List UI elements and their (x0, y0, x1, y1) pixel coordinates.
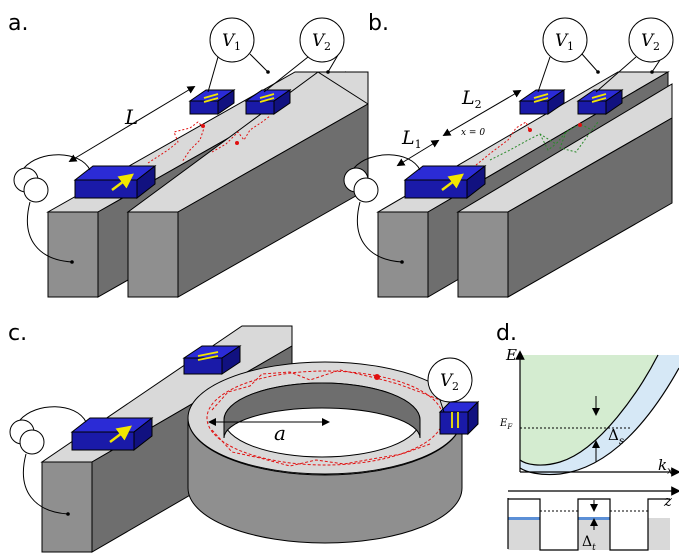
panel-a-detector-contact-2 (244, 89, 292, 115)
panel-c-ring-contact (438, 400, 480, 436)
svg-text:1: 1 (567, 40, 574, 53)
length-arrow (68, 85, 196, 163)
magnetization-arrow-icon (109, 425, 132, 443)
svg-text:2: 2 (653, 40, 660, 53)
panel-c-bar-contact (182, 345, 242, 375)
svg-text:V: V (440, 371, 454, 391)
panel-b: b. (343, 11, 674, 298)
panel-b-source-contact (403, 164, 487, 200)
length-1-arrow (396, 139, 440, 167)
panel-b-voltmeter-2-icon: V 2 (595, 17, 674, 93)
panel-d: d. E kx EF Δs z (496, 321, 679, 553)
panel-c-voltmeter-2-icon: V 2 (427, 357, 473, 413)
band-curve-1 (519, 354, 659, 466)
svg-text:1: 1 (234, 40, 241, 53)
panel-a-label: a. (8, 11, 28, 36)
svg-text:V: V (222, 31, 236, 51)
panel-c: c. a (8, 321, 480, 553)
panel-b-label: b. (368, 11, 389, 36)
length-2-arrow (442, 89, 522, 137)
voltmeter-1-icon: V 1 (207, 17, 270, 93)
panel-c-current-source-icon (9, 406, 87, 516)
panel-a-source-contact (73, 164, 157, 200)
gap-s-label: Δs (608, 426, 624, 447)
panel-b-voltmeter-1-icon: V 1 (537, 17, 600, 93)
momentum-axis-label: kx (658, 456, 673, 477)
voltmeter-2-icon: V 2 (263, 17, 345, 93)
band-blue-region (520, 355, 679, 475)
position-axis-label: z (663, 492, 672, 510)
panel-c-label: c. (8, 321, 27, 346)
svg-text:V: V (555, 31, 569, 51)
panel-a-right-bar (126, 71, 369, 298)
panel-b-detector-contact-2 (576, 89, 624, 115)
length-1-label: L1 (401, 127, 422, 151)
current-source-icon (13, 154, 91, 264)
length-2-label: L2 (461, 87, 482, 111)
band-green-region (520, 355, 658, 466)
length-label: L (124, 105, 138, 129)
ring-structure (187, 361, 463, 544)
gap-t-label: Δt (582, 534, 596, 553)
fermi-level-label: EF (499, 418, 513, 431)
panel-b-detector-contact-1 (518, 89, 566, 115)
radius-label: a (274, 421, 286, 445)
magnetization-arrow-icon (441, 173, 464, 191)
panel-a: a. (8, 11, 369, 298)
panel-b-electron-path (475, 121, 599, 166)
magnetization-arrow-icon (111, 173, 134, 191)
origin-label: x = 0 (461, 128, 485, 138)
svg-text:2: 2 (324, 40, 331, 53)
panel-c-source-contact (70, 416, 154, 452)
panel-b-current-source-icon (343, 154, 421, 264)
svg-text:V: V (312, 31, 326, 51)
panel-b-right-bar (456, 83, 673, 298)
svg-text:V: V (641, 31, 655, 51)
panel-d-label: d. (496, 321, 517, 346)
energy-axis-label: E (505, 346, 517, 364)
svg-text:2: 2 (452, 380, 459, 393)
